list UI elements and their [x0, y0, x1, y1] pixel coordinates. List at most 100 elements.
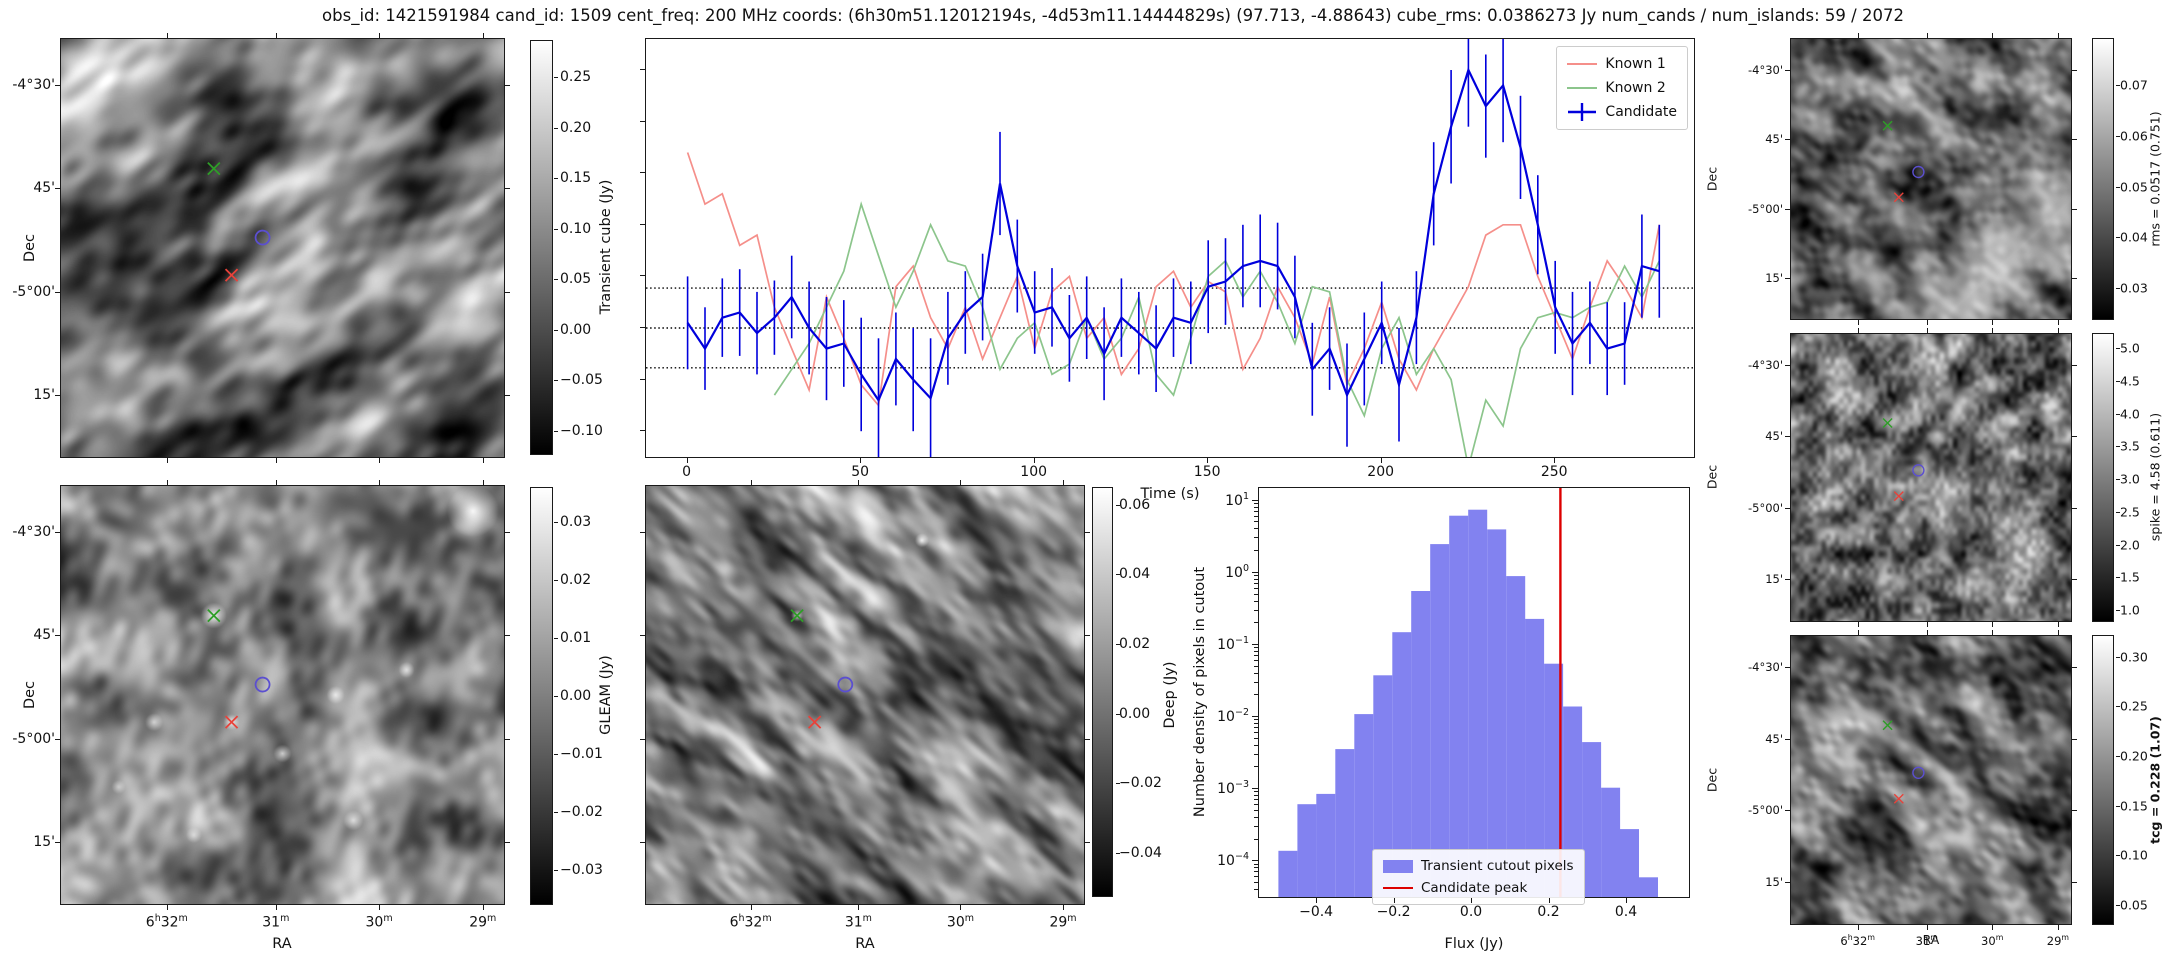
- tcg-markers: [1882, 720, 1925, 804]
- axis-tick: [1254, 825, 1258, 827]
- histogram-ytick-label: 100: [1225, 562, 1249, 581]
- axis-tick: [55, 187, 60, 189]
- transient-dec-axis-label: Dec: [22, 233, 38, 263]
- axis-tick: [1254, 727, 1258, 729]
- axis-tick: [166, 480, 168, 485]
- colorbar-tick-label: 0.20: [560, 119, 592, 136]
- axis-tick: [379, 458, 381, 463]
- axis-tick: [2072, 578, 2077, 580]
- axis-tick: [2072, 365, 2077, 367]
- axis-tick: [640, 172, 645, 174]
- axis-tick: [1254, 600, 1258, 602]
- histogram-ylabel: Number density of pixels in cutout: [1192, 566, 1208, 818]
- axis-tick: [1254, 503, 1258, 504]
- legend-item-known2: Known 2: [1567, 76, 1677, 100]
- axis-tick: [2116, 706, 2120, 708]
- axis-tick: [640, 68, 645, 70]
- colorbar-tick-label: 0.15: [560, 170, 592, 187]
- axis-tick: [2072, 208, 2077, 210]
- histogram-xtick-label: −0.2: [1376, 904, 1411, 920]
- axis-tick: [1992, 925, 1994, 930]
- known-source-1-marker: [790, 608, 804, 623]
- axis-tick: [1254, 737, 1258, 739]
- axis-tick: [1393, 898, 1395, 903]
- colorbar-tick-label: 0.10: [2120, 847, 2148, 863]
- axis-tick: [640, 120, 645, 122]
- axis-tick: [640, 430, 645, 432]
- axis-tick: [2116, 380, 2120, 382]
- axis-tick: [554, 228, 558, 230]
- lightcurve-xtick-label: 150: [1193, 464, 1221, 480]
- histogram-bar: [1525, 618, 1545, 897]
- legend-cutout-pixels-label: Transient cutout pixels: [1421, 858, 1574, 874]
- axis-tick: [1254, 647, 1258, 649]
- histogram-plot: [1258, 487, 1690, 898]
- axis-tick: [505, 532, 510, 534]
- axis-tick: [1254, 582, 1258, 584]
- axis-tick: [1926, 33, 1928, 38]
- axis-tick: [2072, 738, 2077, 740]
- axis-tick: [505, 842, 510, 843]
- legend-item-known1: Known 1: [1567, 52, 1677, 76]
- colorbar-tick-label: 5.0: [2120, 340, 2140, 356]
- ra-tick-label: 31m: [844, 913, 872, 931]
- rms-canvas: [1791, 39, 2071, 319]
- dec-tick-label: -5°00': [12, 731, 55, 748]
- known-source-1-marker: [1882, 417, 1893, 428]
- spike-image: [1790, 333, 2072, 622]
- tcg-ra-axis-label: RA: [1922, 932, 1940, 947]
- histogram-bar: [1430, 544, 1450, 897]
- axis-tick: [275, 458, 277, 463]
- axis-tick: [505, 292, 510, 294]
- deep-colorbar: [1092, 487, 1113, 897]
- axis-tick: [2072, 667, 2077, 669]
- gleam-image: [60, 485, 505, 905]
- gleam-markers: [207, 608, 271, 729]
- known-source-2-marker: [807, 715, 822, 729]
- histogram-bar: [1278, 850, 1298, 897]
- spike-canvas: [1791, 334, 2071, 621]
- lightcurve-xtick-label: 200: [1367, 464, 1395, 480]
- axis-tick: [1254, 506, 1258, 508]
- lightcurve-plot: [645, 38, 1695, 458]
- dec-tick-label: -4°30': [12, 524, 55, 541]
- axis-tick: [2057, 622, 2059, 627]
- axis-tick: [505, 85, 510, 87]
- axis-tick: [2116, 348, 2120, 350]
- axis-tick: [640, 223, 645, 225]
- gleam-ra-axis-label: RA: [272, 936, 292, 952]
- axis-tick: [1254, 694, 1258, 696]
- axis-tick: [2116, 544, 2120, 546]
- histogram-bar: [1506, 576, 1526, 897]
- axis-tick: [2116, 805, 2120, 807]
- axis-tick: [1254, 537, 1258, 539]
- axis-tick: [1785, 69, 1790, 71]
- axis-tick: [1254, 871, 1258, 873]
- axis-tick: [505, 187, 510, 189]
- colorbar-tick-label: 0.15: [2120, 798, 2148, 814]
- known-source-2-marker: [1893, 793, 1904, 804]
- axis-tick: [55, 85, 60, 87]
- axis-tick: [1785, 667, 1790, 669]
- histogram-bar: [1316, 793, 1336, 897]
- axis-tick: [640, 275, 645, 277]
- histogram-bar: [1449, 515, 1469, 897]
- ra-tick-label: 30m: [946, 913, 975, 931]
- known-source-1-marker: [207, 608, 221, 623]
- candidate-marker: [837, 676, 854, 693]
- known-source-1-marker: [207, 161, 221, 176]
- axis-tick: [1254, 732, 1258, 734]
- histogram-bar: [1620, 829, 1639, 897]
- axis-tick: [2116, 855, 2120, 857]
- histogram-bar: [1354, 714, 1374, 897]
- colorbar-tick-label: 0.20: [2120, 748, 2148, 764]
- axis-tick: [1254, 889, 1258, 890]
- ra-tick-label: 31m: [262, 913, 290, 931]
- axis-tick: [1626, 898, 1628, 903]
- axis-tick: [2057, 630, 2059, 635]
- axis-tick: [2072, 881, 2077, 883]
- axis-tick: [1116, 713, 1120, 715]
- axis-tick: [482, 458, 484, 463]
- axis-tick: [55, 532, 60, 534]
